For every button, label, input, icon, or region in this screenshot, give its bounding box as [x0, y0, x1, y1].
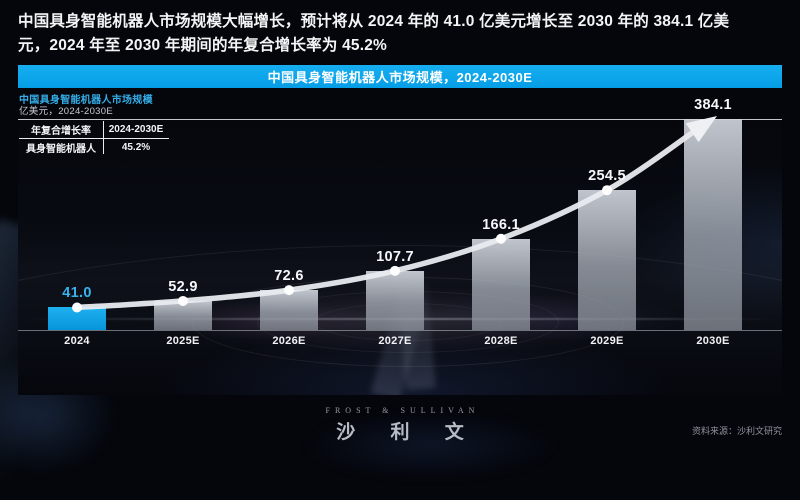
cagr-table-data-row: 具身智能机器人 45.2% — [19, 139, 169, 155]
value-label: 41.0 — [62, 285, 92, 302]
x-axis-label: 2030E — [696, 335, 730, 347]
plot-top-line — [18, 119, 782, 120]
bar-2029E — [578, 190, 636, 330]
bar-2024 — [48, 307, 106, 330]
value-label: 166.1 — [482, 216, 520, 233]
value-label: 72.6 — [274, 268, 304, 285]
x-axis-label: 2027E — [378, 335, 412, 347]
cagr-row-label: 具身智能机器人 — [26, 143, 96, 155]
x-axis-line — [18, 330, 782, 331]
cagr-table-divider — [103, 121, 104, 154]
x-axis-label: 2028E — [484, 335, 518, 347]
x-axis-label: 2026E — [272, 335, 306, 347]
x-axis-label: 2029E — [590, 335, 624, 347]
logo-wordmark-cn: 沙 利 文 — [336, 422, 479, 443]
section-banner: 中国具身智能机器人市场规模，2024-2030E — [18, 65, 782, 88]
headline-line2: 元，2024 年至 2030 年期间的年复合增长率为 45.2% — [18, 37, 388, 54]
headline-line1: 中国具身智能机器人市场规模大幅增长，预计将从 2024 年的 41.0 亿美元增… — [18, 13, 730, 30]
chart-title: 中国具身智能机器人市场规模 — [19, 95, 153, 106]
bar-2025E — [154, 300, 212, 330]
value-label: 107.7 — [376, 248, 414, 265]
cagr-header-period: 2024-2030E — [108, 123, 164, 135]
cagr-row-value: 45.2% — [121, 141, 151, 153]
bar-2030E — [684, 119, 742, 330]
x-axis-label: 2024 — [64, 335, 90, 347]
bar-2028E — [472, 238, 530, 330]
bar-2026E — [260, 290, 318, 330]
cagr-table: 年复合增长率 2024-2030E 具身智能机器人 45.2% — [19, 120, 169, 155]
x-axis-label: 2025E — [166, 335, 200, 347]
frost-sullivan-logo: FROST & SULLIVAN 沙 利 文 — [0, 406, 800, 444]
logo-wordmark-en: FROST & SULLIVAN — [325, 406, 480, 415]
cagr-header-metric: 年复合增长率 — [31, 125, 91, 137]
slide-canvas: { "headline": { "line1": "中国具身智能机器人市场规模大… — [0, 10, 800, 500]
cagr-table-header-row: 年复合增长率 2024-2030E — [19, 120, 169, 139]
value-label: 254.5 — [588, 168, 626, 185]
bar-2027E — [366, 270, 424, 330]
headline: 中国具身智能机器人市场规模大幅增长，预计将从 2024 年的 41.0 亿美元增… — [18, 10, 788, 58]
chart-unit-label: 亿美元，2024-2030E — [19, 106, 113, 117]
value-label: 52.9 — [168, 278, 198, 295]
value-label: 384.1 — [694, 97, 732, 113]
section-banner-title: 中国具身智能机器人市场规模，2024-2030E — [267, 70, 533, 85]
source-note: 资料来源：沙利文研究 — [691, 426, 782, 436]
